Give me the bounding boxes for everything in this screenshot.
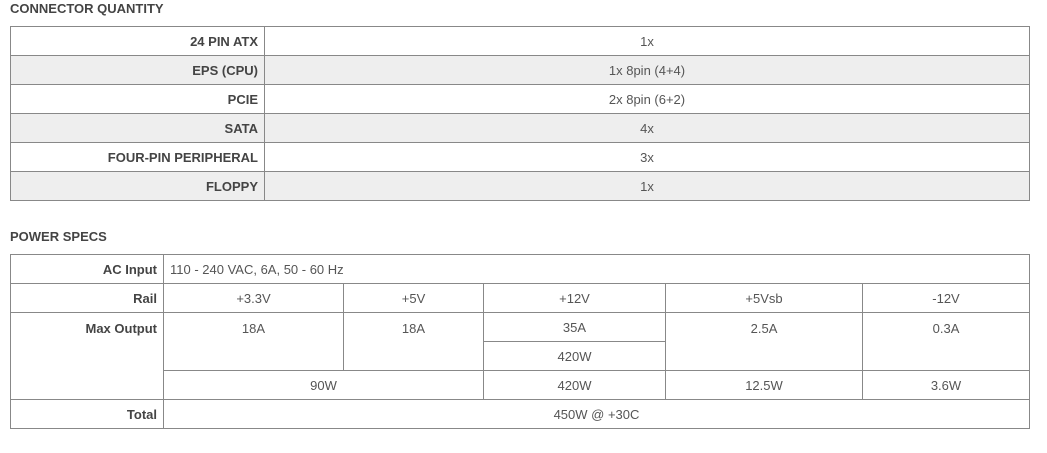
max-output-row-2: 420W (11, 341, 1030, 371)
max-output-row: Max Output 18A 18A 35A 2.5A 0.3A (10, 312, 1030, 400)
max-output-label: Max Output (10, 312, 164, 400)
table-row: EPS (CPU) 1x 8pin (4+4) (10, 55, 1030, 85)
row-value: 2x 8pin (6+2) (264, 84, 1030, 114)
rail-label: Rail (10, 283, 164, 313)
total-value: 450W @ +30C (163, 399, 1030, 429)
rail-3v3: +3.3V (163, 283, 344, 313)
table-row: SATA 4x (10, 113, 1030, 143)
connector-quantity-title: CONNECTOR QUANTITY (10, 1, 164, 16)
row-value: 3x (264, 142, 1030, 172)
current-5vsb: 2.5A (665, 312, 863, 371)
watt-5vsb: 12.5W (665, 370, 863, 400)
current-5v: 18A (343, 312, 484, 371)
table-row: FLOPPY 1x (10, 171, 1030, 201)
current-neg12v: 0.3A (862, 312, 1030, 371)
rail-5v: +5V (343, 283, 484, 313)
current-12v: 35A (483, 312, 666, 342)
row-label: FLOPPY (10, 171, 265, 201)
table-row: 24 PIN ATX 1x (10, 26, 1030, 56)
row-label: EPS (CPU) (10, 55, 265, 85)
rail-5vsb: +5Vsb (665, 283, 863, 313)
watt-neg12v: 3.6W (862, 370, 1030, 400)
current-3v3: 18A (163, 312, 344, 371)
row-value: 1x (264, 171, 1030, 201)
rail-12v: +12V (483, 283, 666, 313)
power-specs-title: POWER SPECS (10, 229, 107, 244)
rail-row: Rail +3.3V +5V +12V +5Vsb -12V (10, 283, 1030, 313)
ac-input-label: AC Input (10, 254, 164, 284)
row-label: 24 PIN ATX (10, 26, 265, 56)
table-row: FOUR-PIN PERIPHERAL 3x (10, 142, 1030, 172)
table-row: PCIE 2x 8pin (6+2) (10, 84, 1030, 114)
row-label: PCIE (10, 84, 265, 114)
row-label: SATA (10, 113, 265, 143)
connector-quantity-table: 24 PIN ATX 1x EPS (CPU) 1x 8pin (4+4) PCIE… (10, 26, 1030, 201)
ac-input-row: AC Input 110 - 240 VAC, 6A, 50 - 60 Hz (10, 254, 1030, 284)
total-row: Total 450W @ +30C (10, 399, 1030, 429)
watts-row: 90W 420W 12.5W 3.6W (11, 370, 1030, 400)
power-specs-table: AC Input 110 - 240 VAC, 6A, 50 - 60 Hz R… (10, 254, 1030, 429)
watt-12v: 420W (483, 370, 666, 400)
ac-input-value: 110 - 240 VAC, 6A, 50 - 60 Hz (163, 254, 1030, 284)
row-value: 4x (264, 113, 1030, 143)
row-value: 1x 8pin (4+4) (264, 55, 1030, 85)
rail-neg12v: -12V (862, 283, 1030, 313)
watt-12v-rail: 420W (483, 341, 666, 371)
row-label: FOUR-PIN PERIPHERAL (10, 142, 265, 172)
watt-3v3-5v-combined: 90W (163, 370, 484, 400)
total-label: Total (10, 399, 164, 429)
row-value: 1x (264, 26, 1030, 56)
